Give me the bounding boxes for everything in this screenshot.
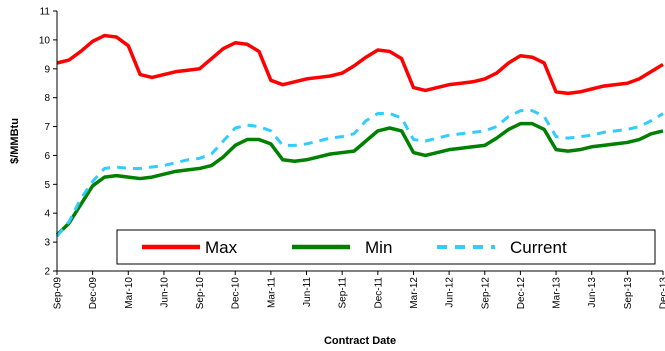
- series-line-current: [55, 109, 664, 238]
- y-tick-label: 5: [44, 180, 50, 191]
- x-tick-label: Mar-10: [124, 277, 135, 309]
- y-tick-label: 6: [44, 151, 50, 162]
- x-tick-label: Sep-09: [53, 277, 64, 310]
- legend: Max Min Current: [116, 229, 656, 265]
- legend-label-max: Max: [205, 238, 238, 257]
- legend-label-current: Current: [510, 238, 567, 257]
- legend-label-min: Min: [365, 238, 392, 257]
- y-tick-label: 8: [44, 93, 50, 104]
- x-tick-label: Dec-13: [659, 277, 665, 310]
- x-axis-ticks: Sep-09 Dec-09 Mar-10 Jun-10 Sep-10 Dec-10 Mar-…: [53, 271, 665, 309]
- y-tick-label: 3: [44, 238, 50, 249]
- x-tick-label: Dec-11: [373, 277, 384, 309]
- x-tick-label: Sep-13: [623, 277, 634, 310]
- x-tick-label: Jun-13: [587, 277, 598, 308]
- x-tick-label: Jun-12: [445, 277, 456, 308]
- y-tick-label: 4: [44, 209, 50, 220]
- y-axis-ticks: 2 3 4 5 6 7 8 9 10 11: [39, 7, 57, 278]
- x-tick-label: Dec-12: [516, 277, 527, 310]
- y-tick-label: 9: [44, 64, 50, 75]
- x-tick-label: Sep-10: [195, 277, 206, 310]
- x-tick-label: Mar-11: [266, 277, 277, 308]
- x-tick-label: Dec-09: [88, 277, 99, 310]
- y-tick-label: 2: [44, 267, 50, 278]
- y-tick-label: 10: [39, 35, 51, 46]
- x-tick-label: Jun-11: [302, 277, 313, 307]
- x-tick-label: Sep-11: [338, 277, 349, 309]
- y-tick-label: 7: [44, 122, 50, 133]
- y-axis-title: $/MMBtu: [9, 118, 21, 164]
- x-tick-label: Mar-12: [409, 277, 420, 309]
- series-layer: [55, 33, 664, 238]
- x-tick-label: Jun-10: [159, 277, 170, 308]
- legend-box: [116, 229, 656, 265]
- y-tick-label: 11: [40, 7, 51, 18]
- x-axis-title: Contract Date: [324, 335, 396, 347]
- x-tick-label: Dec-10: [231, 277, 242, 310]
- x-tick-label: Mar-13: [552, 277, 563, 309]
- series-line-min: [55, 121, 664, 237]
- x-tick-label: Sep-12: [480, 277, 491, 310]
- series-line-max: [56, 33, 664, 96]
